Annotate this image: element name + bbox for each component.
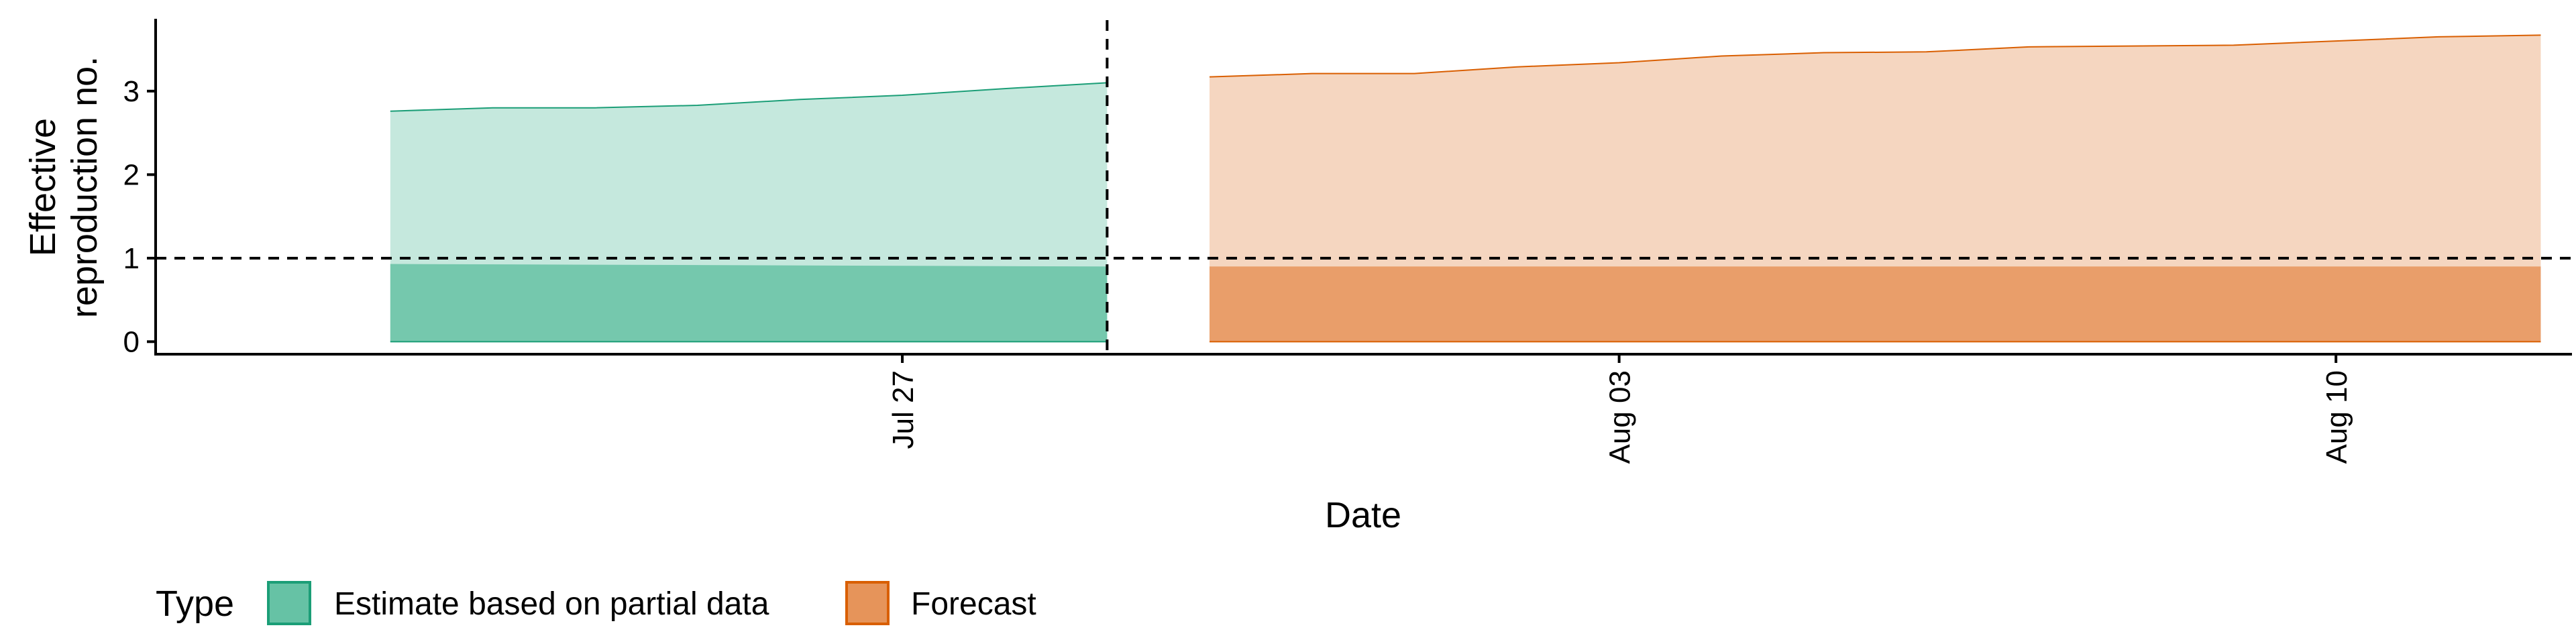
y-tick-label: 3	[123, 75, 140, 108]
legend-label-estimate: Estimate based on partial data	[334, 586, 769, 622]
estimate-outer-upper-edge	[390, 82, 1108, 112]
forecast-inner-band	[1210, 266, 2541, 342]
legend-label-forecast: Forecast	[911, 586, 1036, 622]
x-tick-label: Aug 10	[2320, 370, 2353, 464]
legend-key-estimate	[267, 581, 311, 625]
x-tick-label: Jul 27	[887, 370, 920, 449]
y-tick-label: 1	[123, 242, 140, 275]
y-tick-label: 0	[123, 325, 140, 358]
tick-layer: 0 1 2 3 Jul 27 Aug 03 Aug 10	[123, 75, 2354, 464]
y-axis-title: Effectivereproduction no.	[23, 56, 105, 318]
legend-title: Type	[156, 584, 234, 624]
y-axis-title-line: reproduction no.	[64, 56, 105, 318]
y-tick-label: 2	[123, 158, 140, 191]
axes	[154, 19, 2572, 356]
x-tick-label: Aug 03	[1604, 370, 1637, 464]
ribbon-layer	[390, 34, 2541, 343]
x-axis-title: Date	[1325, 495, 1401, 535]
forecast-outer-band	[1210, 35, 2541, 342]
forecast-outer-upper-edge	[1209, 34, 2541, 78]
reference-line-layer	[156, 20, 2571, 354]
legend-key-forecast	[845, 581, 890, 625]
legend: Type Estimate based on partial data Foreca…	[156, 581, 1036, 625]
estimate-inner-band	[390, 264, 1108, 342]
y-axis-title-line: Effective	[23, 118, 63, 256]
